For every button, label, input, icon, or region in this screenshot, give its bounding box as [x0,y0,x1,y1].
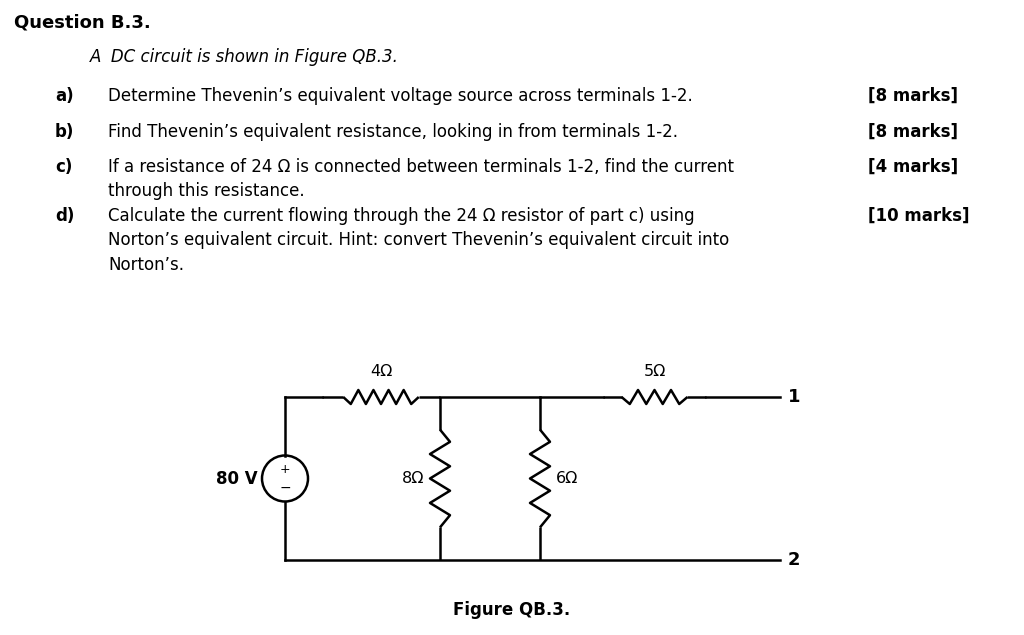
Text: A  DC circuit is shown in Figure QB.3.: A DC circuit is shown in Figure QB.3. [90,48,399,66]
Text: Question B.3.: Question B.3. [14,14,151,32]
Text: If a resistance of 24 Ω is connected between terminals 1-2, find the current
thr: If a resistance of 24 Ω is connected bet… [108,158,734,200]
Text: 80 V: 80 V [216,469,258,488]
Text: Determine Thevenin’s equivalent voltage source across terminals 1-2.: Determine Thevenin’s equivalent voltage … [108,87,693,105]
Text: −: − [280,481,291,495]
Text: 4Ω: 4Ω [370,364,392,379]
Text: [4 marks]: [4 marks] [868,158,958,176]
Text: +: + [280,463,291,476]
Text: 2: 2 [788,551,801,569]
Text: 1: 1 [788,388,801,406]
Text: d): d) [55,207,75,225]
Text: Figure QB.3.: Figure QB.3. [454,601,570,619]
Text: [8 marks]: [8 marks] [868,87,958,105]
Text: 8Ω: 8Ω [401,471,424,486]
Text: Find Thevenin’s equivalent resistance, looking in from terminals 1-2.: Find Thevenin’s equivalent resistance, l… [108,123,678,141]
Text: a): a) [55,87,74,105]
Text: [8 marks]: [8 marks] [868,123,958,141]
Text: Calculate the current flowing through the 24 Ω resistor of part c) using
Norton’: Calculate the current flowing through th… [108,207,729,274]
Text: [10 marks]: [10 marks] [868,207,970,225]
Text: 6Ω: 6Ω [556,471,579,486]
Text: 5Ω: 5Ω [643,364,666,379]
Text: c): c) [55,158,73,176]
Text: b): b) [55,123,75,141]
